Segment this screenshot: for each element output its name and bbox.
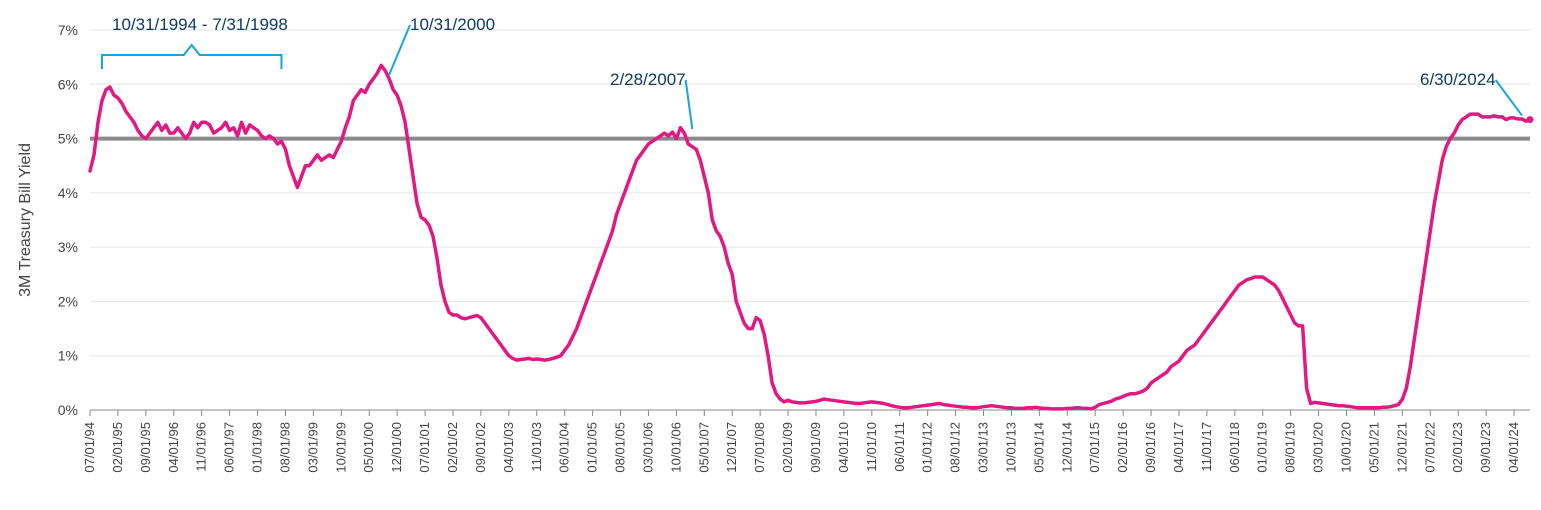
svg-text:04/01/24: 04/01/24 [1506, 422, 1521, 473]
svg-text:08/01/05: 08/01/05 [613, 422, 628, 473]
svg-text:04/01/96: 04/01/96 [166, 422, 181, 473]
svg-text:10/01/13: 10/01/13 [1003, 422, 1018, 473]
svg-text:09/01/02: 09/01/02 [473, 422, 488, 473]
svg-text:11/01/03: 11/01/03 [529, 422, 544, 472]
svg-text:10/01/20: 10/01/20 [1339, 422, 1354, 473]
svg-text:06/01/97: 06/01/97 [222, 422, 237, 473]
svg-text:03/01/13: 03/01/13 [976, 422, 991, 473]
svg-text:01/01/12: 01/01/12 [920, 422, 935, 473]
svg-text:04/01/03: 04/01/03 [501, 422, 516, 473]
svg-text:05/01/21: 05/01/21 [1366, 422, 1381, 473]
svg-text:12/01/00: 12/01/00 [389, 422, 404, 473]
svg-text:5%: 5% [58, 131, 78, 147]
svg-text:3%: 3% [58, 239, 78, 255]
svg-text:04/01/10: 04/01/10 [836, 422, 851, 473]
svg-text:1%: 1% [58, 348, 78, 364]
svg-text:12/01/21: 12/01/21 [1394, 422, 1409, 473]
svg-text:07/01/94: 07/01/94 [82, 422, 97, 473]
svg-text:11/01/96: 11/01/96 [194, 422, 209, 472]
chart-canvas: 0% 1% 2% 3% 4% 5% 6% 7% 07/01/94 02/01/95 09/01/95… [0, 0, 1541, 510]
svg-text:11/01/17: 11/01/17 [1199, 422, 1214, 472]
svg-text:08/01/19: 08/01/19 [1283, 422, 1298, 473]
svg-text:03/01/20: 03/01/20 [1311, 422, 1326, 473]
svg-text:07/01/01: 07/01/01 [417, 422, 432, 473]
svg-text:11/01/10: 11/01/10 [864, 422, 879, 472]
svg-text:09/01/95: 09/01/95 [138, 422, 153, 473]
svg-text:02/01/95: 02/01/95 [110, 422, 125, 473]
svg-text:12/01/14: 12/01/14 [1059, 422, 1074, 473]
svg-text:10/01/99: 10/01/99 [333, 422, 348, 473]
svg-text:05/01/14: 05/01/14 [1031, 422, 1046, 473]
annotation-peak-2000-label: 10/31/2000 [410, 15, 495, 35]
svg-text:09/01/09: 09/01/09 [808, 422, 823, 473]
svg-text:0%: 0% [58, 402, 78, 418]
svg-text:6%: 6% [58, 76, 78, 92]
svg-text:04/01/17: 04/01/17 [1171, 422, 1186, 473]
svg-text:10/01/06: 10/01/06 [668, 422, 683, 473]
svg-text:12/01/07: 12/01/07 [724, 422, 739, 473]
svg-text:02/01/09: 02/01/09 [780, 422, 795, 473]
svg-text:05/01/00: 05/01/00 [361, 422, 376, 473]
svg-text:06/01/11: 06/01/11 [892, 422, 907, 472]
svg-text:08/01/12: 08/01/12 [948, 422, 963, 473]
svg-text:06/01/04: 06/01/04 [557, 422, 572, 473]
svg-text:2%: 2% [58, 293, 78, 309]
svg-text:7%: 7% [58, 22, 78, 38]
svg-text:4%: 4% [58, 185, 78, 201]
svg-text:03/01/99: 03/01/99 [305, 422, 320, 473]
svg-text:06/01/18: 06/01/18 [1227, 422, 1242, 473]
svg-text:01/01/05: 01/01/05 [585, 422, 600, 473]
svg-text:03/01/06: 03/01/06 [640, 422, 655, 473]
treasury-yield-chart: 0% 1% 2% 3% 4% 5% 6% 7% 07/01/94 02/01/95 09/01/95… [0, 0, 1541, 510]
y-axis-label: 3M Treasury Bill Yield [17, 143, 35, 297]
svg-text:08/01/98: 08/01/98 [277, 422, 292, 473]
annotation-range-label: 10/31/1994 - 7/31/1998 [112, 15, 288, 35]
svg-text:01/01/98: 01/01/98 [250, 422, 265, 473]
svg-text:07/01/08: 07/01/08 [752, 422, 767, 473]
svg-text:02/01/16: 02/01/16 [1115, 422, 1130, 473]
svg-text:02/01/23: 02/01/23 [1450, 422, 1465, 473]
svg-text:07/01/15: 07/01/15 [1087, 422, 1102, 473]
svg-text:02/01/02: 02/01/02 [445, 422, 460, 473]
svg-text:09/01/16: 09/01/16 [1143, 422, 1158, 473]
annotation-latest-label: 6/30/2024 [1420, 70, 1496, 90]
svg-text:05/01/07: 05/01/07 [696, 422, 711, 473]
annotation-peak-2007-label: 2/28/2007 [610, 70, 686, 90]
svg-text:09/01/23: 09/01/23 [1478, 422, 1493, 473]
svg-text:01/01/19: 01/01/19 [1255, 422, 1270, 473]
svg-text:07/01/22: 07/01/22 [1422, 422, 1437, 473]
